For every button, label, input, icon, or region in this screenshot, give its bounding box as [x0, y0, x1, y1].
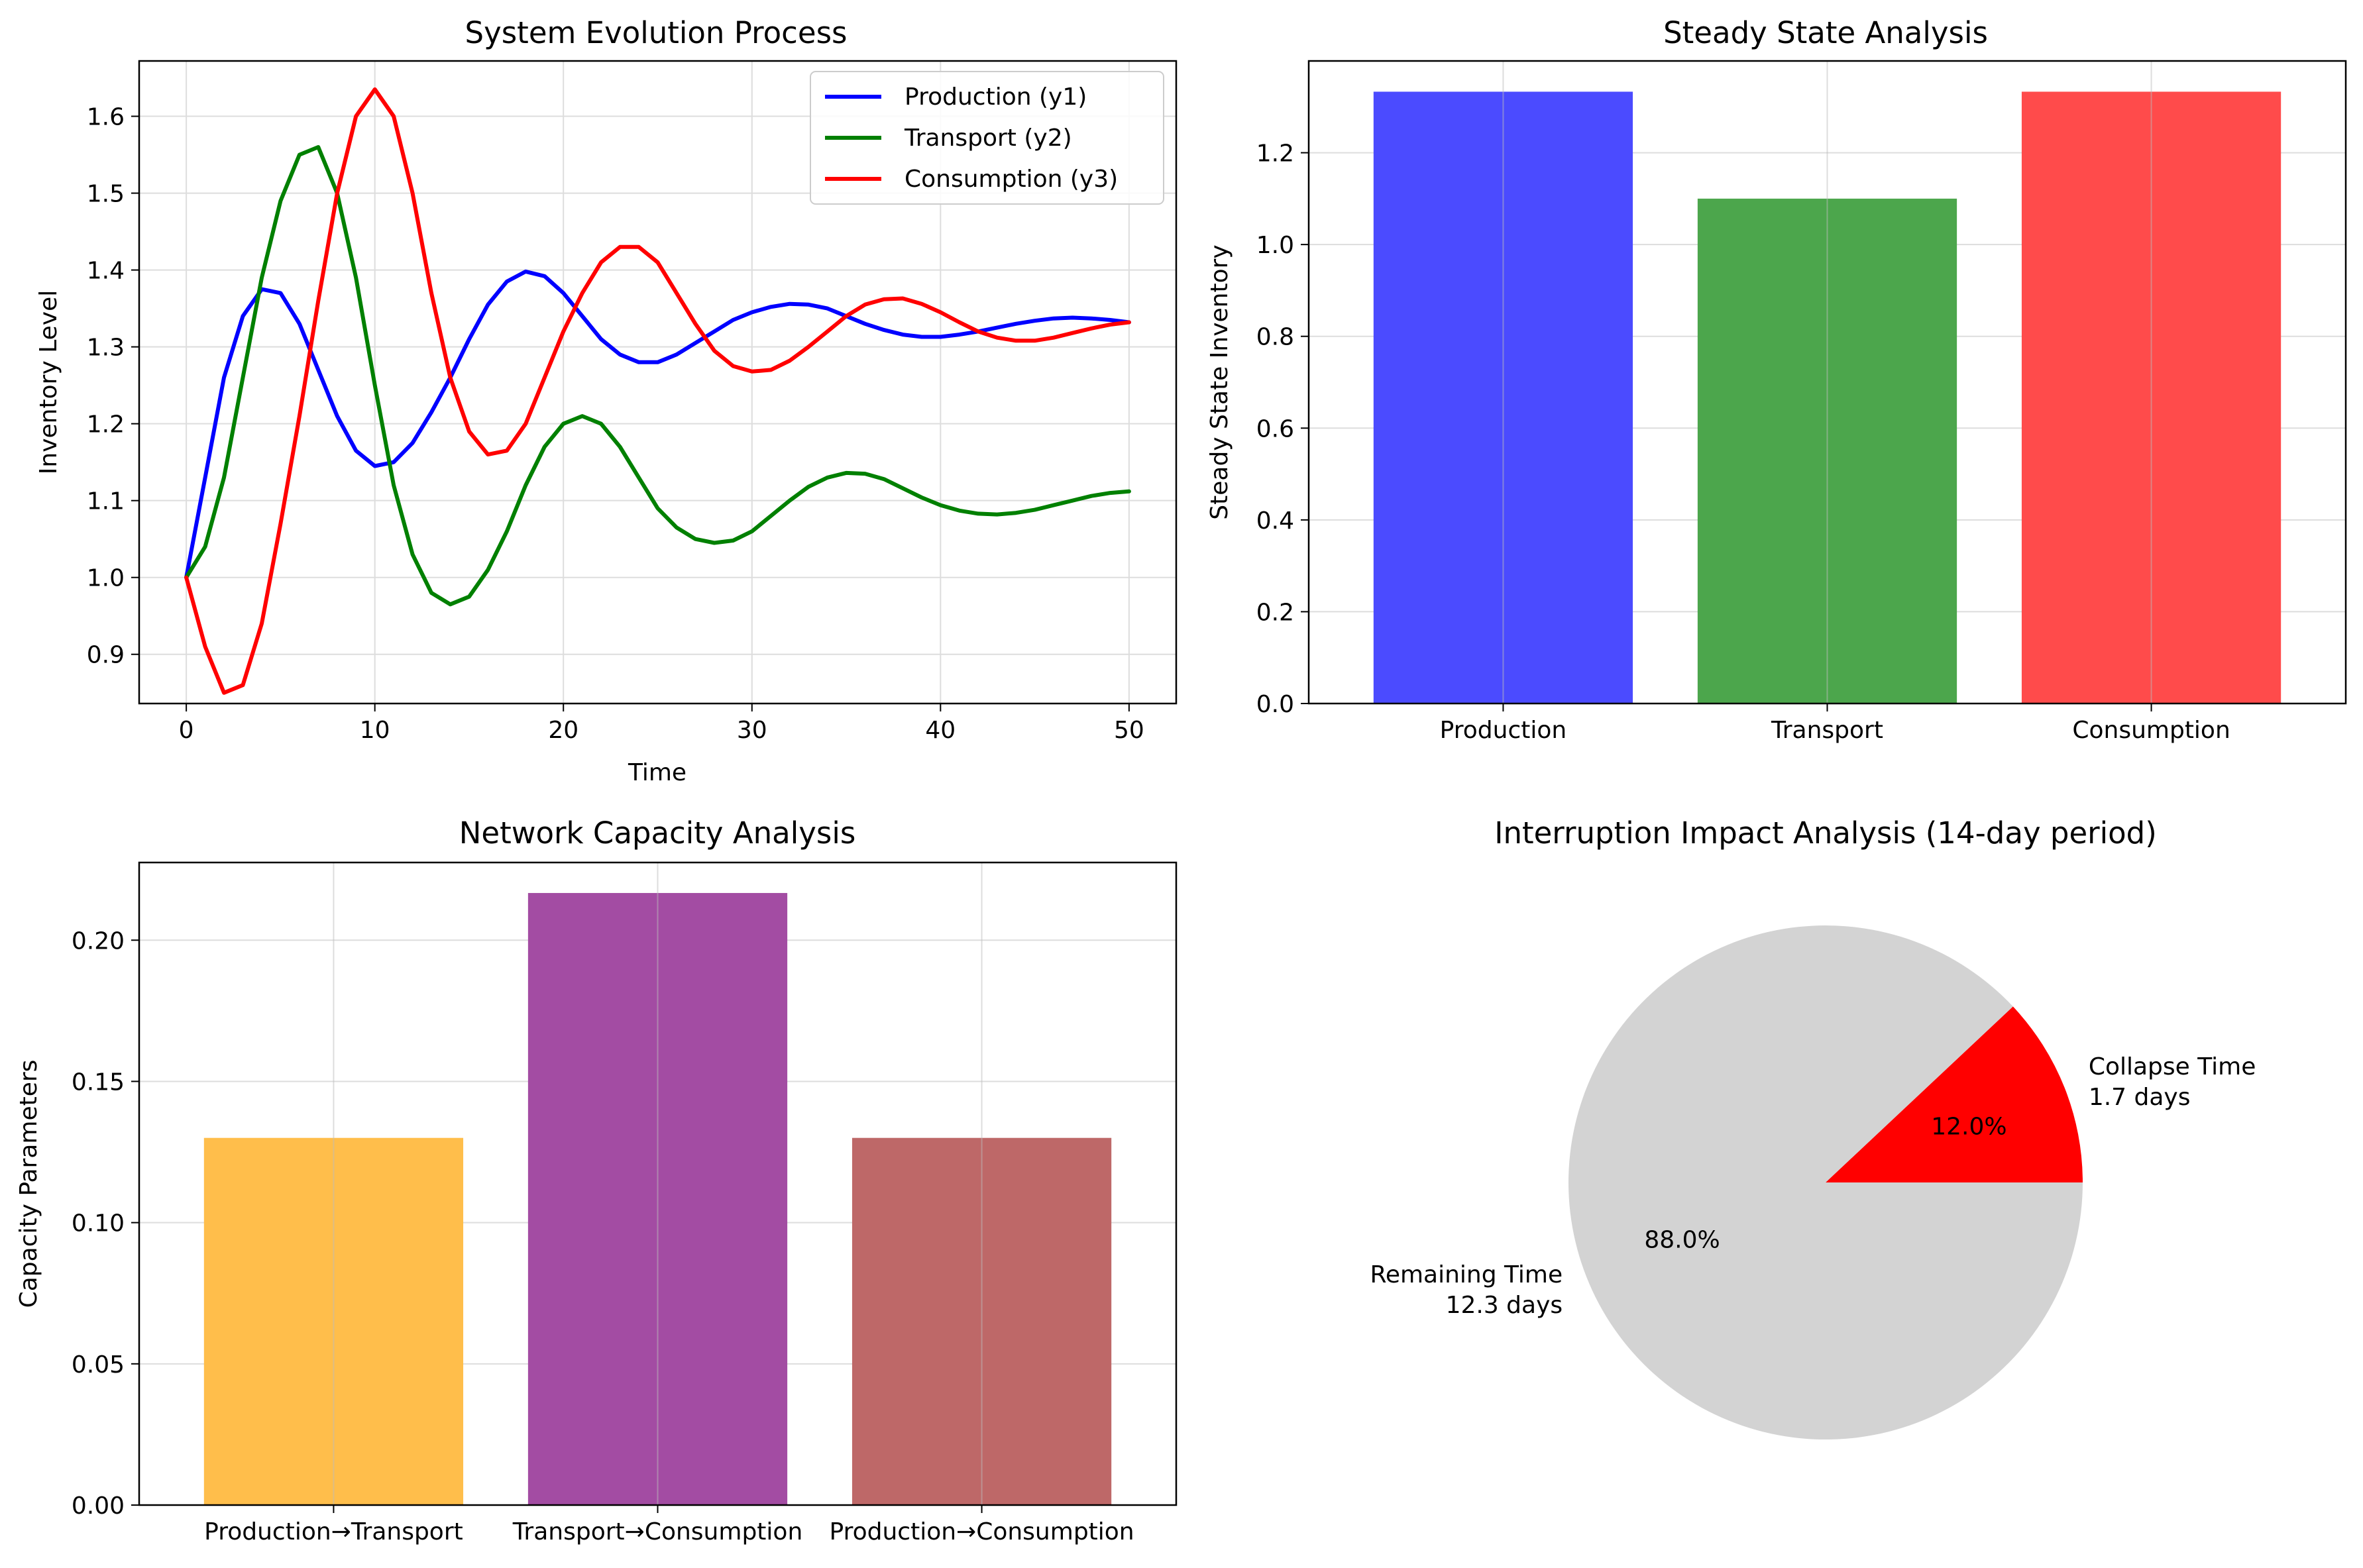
p2-x-tick-label-production: Production	[1440, 717, 1567, 744]
p2-x-tick-label-transport: Transport	[1771, 717, 1883, 744]
p2-y-tick-label: 1.0	[1256, 232, 1294, 259]
line-chart-y-tick-label: 1.6	[87, 104, 125, 131]
p3-x-tick-label-transport-consumption: Transport→Consumption	[512, 1518, 803, 1545]
p3-y-tick-label: 0.15	[72, 1069, 125, 1096]
p3-x-tick-label-production-consumption: Production→Consumption	[830, 1518, 1134, 1545]
line-chart-y-tick-label: 1.5	[87, 181, 125, 208]
p2-y-tick-label: 1.2	[1256, 140, 1294, 168]
pie-sublabel-collapse-time: 1.7 days	[2089, 1084, 2191, 1111]
p2-y-tick-label: 0.6	[1256, 415, 1294, 443]
p3-x-tick-label-production-transport: Production→Transport	[204, 1518, 463, 1545]
line-chart-y-tick-label: 0.9	[87, 642, 125, 669]
line-chart-panel: System Evolution Process 0 10 20 30 40 50 0.9…	[35, 15, 1178, 786]
series-line-production	[184, 269, 1131, 580]
pie-sublabel-remaining-time: 12.3 days	[1446, 1292, 1563, 1319]
legend-label-consumption: Consumption (y3)	[905, 166, 1118, 193]
network-capacity-bar-panel: Network Capacity Analysis Production→Tra…	[15, 815, 1178, 1545]
line-chart-y-tick-label: 1.0	[87, 565, 125, 592]
steady-state-y-axis-label: Steady State Inventory	[1206, 244, 1233, 519]
pie-slice-collapse-time	[1826, 1006, 2083, 1182]
line-chart-title: System Evolution Process	[465, 15, 848, 50]
pie-label-remaining-time: Remaining Time	[1370, 1261, 1563, 1288]
line-chart-x-tick-label: 0	[179, 717, 194, 744]
pie-label-collapse-time: Collapse Time	[2089, 1053, 2256, 1080]
line-chart-x-tick-label: 50	[1114, 717, 1144, 744]
p2-y-tick-label: 0.4	[1256, 507, 1294, 535]
line-chart-y-tick-label: 1.1	[87, 488, 125, 515]
p2-y-tick-label: 0.0	[1256, 691, 1294, 718]
interruption-pie-title: Interruption Impact Analysis (14-day per…	[1494, 815, 2157, 851]
p3-y-tick-label: 0.00	[72, 1492, 125, 1520]
line-chart-legend: Production (y1) Transport (y2) Consumpti…	[810, 71, 1164, 205]
pie-pct-label-collapse-time: 12.0%	[1931, 1113, 2006, 1140]
legend-label-production: Production (y1)	[905, 83, 1087, 111]
p2-x-tick-label-consumption: Consumption	[2072, 717, 2230, 744]
line-chart-y-tick-label: 1.3	[87, 335, 125, 362]
p3-y-tick-label: 0.05	[72, 1351, 125, 1379]
line-chart-x-tick-label: 20	[548, 717, 578, 744]
line-chart-y-tick-label: 1.2	[87, 411, 125, 439]
line-chart-y-tick-label: 1.4	[87, 258, 125, 285]
legend-label-transport: Transport (y2)	[904, 125, 1072, 152]
line-chart-x-axis-label: Time	[628, 759, 687, 786]
interruption-pie-panel: Interruption Impact Analysis (14-day per…	[1370, 815, 2256, 1440]
p2-y-tick-label: 0.2	[1256, 599, 1294, 626]
steady-state-bar-panel: Steady State Analysis Production Transpor…	[1206, 15, 2347, 744]
pie-pct-label-remaining-time: 88.0%	[1644, 1227, 1720, 1254]
series-line-transport	[184, 145, 1131, 607]
pie-slice-remaining-time	[1568, 925, 2083, 1440]
network-capacity-title: Network Capacity Analysis	[459, 815, 856, 851]
steady-state-title: Steady State Analysis	[1663, 15, 1988, 50]
line-chart-x-tick-label: 40	[925, 717, 956, 744]
network-capacity-y-axis-label: Capacity Parameters	[15, 1060, 42, 1308]
p2-y-tick-label: 0.8	[1256, 324, 1294, 351]
line-chart-x-tick-label: 30	[737, 717, 767, 744]
p3-y-tick-label: 0.20	[72, 927, 125, 955]
series-line-consumption	[184, 87, 1131, 695]
line-chart-x-tick-label: 10	[360, 717, 390, 744]
line-chart-y-axis-label: Inventory Level	[35, 290, 62, 474]
p3-y-tick-label: 0.10	[72, 1210, 125, 1237]
